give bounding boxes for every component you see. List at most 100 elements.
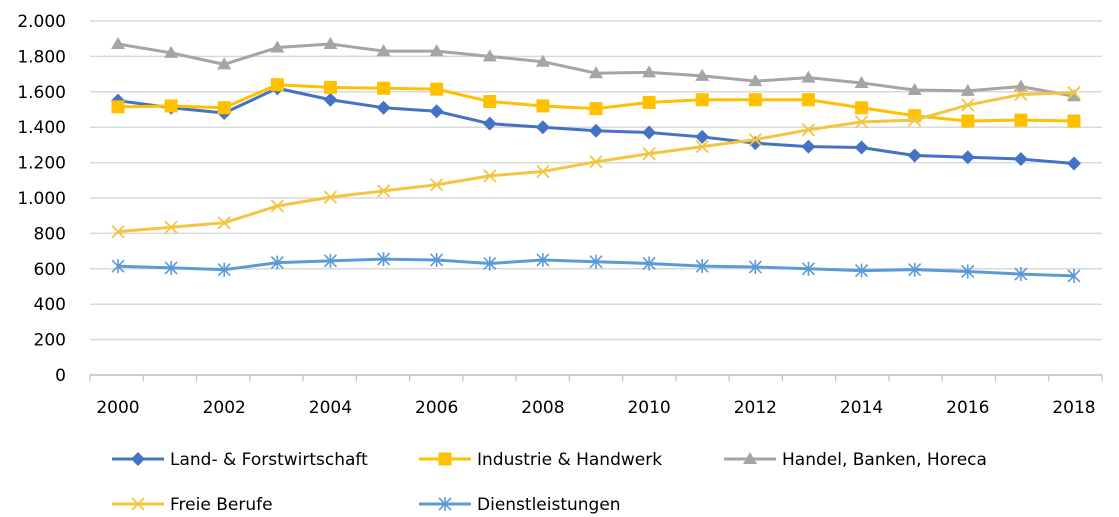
data-point (908, 262, 922, 277)
data-point (642, 65, 657, 78)
data-point (589, 123, 603, 138)
data-point (535, 54, 550, 67)
legend-label: Dienstleistungen (477, 495, 621, 515)
legend-marker (743, 452, 757, 464)
data-point (642, 256, 656, 271)
y-tick-label: 2.000 (17, 12, 66, 32)
legend-label: Freie Berufe (170, 495, 273, 515)
data-point (217, 101, 231, 115)
data-point (535, 120, 550, 135)
data-point (695, 259, 709, 274)
data-point (1014, 267, 1028, 282)
data-point (164, 99, 178, 113)
data-point (854, 75, 869, 88)
data-point (854, 263, 869, 278)
data-point (323, 37, 338, 50)
data-point (217, 57, 232, 70)
legend-marker (438, 452, 452, 466)
data-point (270, 199, 284, 213)
data-point (270, 255, 284, 270)
data-point (377, 81, 391, 95)
legend-item: Dienstleistungen (419, 495, 621, 515)
data-point (801, 93, 815, 107)
data-point (430, 178, 444, 192)
x-tick-label: 2018 (1052, 398, 1095, 418)
data-point (908, 113, 922, 127)
x-tick-label: 2000 (96, 398, 139, 418)
data-point (536, 252, 550, 267)
data-point (323, 92, 338, 107)
data-point (1067, 114, 1081, 128)
data-point (483, 95, 497, 109)
data-point (1067, 86, 1081, 100)
data-point (642, 95, 656, 109)
data-point (695, 129, 710, 144)
data-point (642, 125, 657, 140)
data-point (217, 262, 231, 277)
y-tick-label: 1.000 (17, 189, 66, 209)
legend-item: Industrie & Handwerk (419, 450, 662, 470)
data-point (589, 66, 603, 79)
legend-label: Land- & Forstwirtschaft (170, 450, 368, 470)
y-tick-label: 600 (34, 260, 66, 280)
data-point (1067, 89, 1081, 102)
data-point (164, 260, 178, 275)
data-point (376, 44, 391, 57)
series-industrie-handwerk (111, 78, 1081, 128)
x-tick-label: 2006 (415, 398, 458, 418)
data-point (483, 256, 497, 271)
x-tick-label: 2012 (734, 398, 777, 418)
data-point (801, 261, 816, 276)
data-point (430, 82, 444, 96)
data-point (1013, 79, 1028, 92)
data-point (961, 98, 975, 112)
data-point (111, 224, 125, 239)
data-point (748, 260, 762, 275)
data-point (323, 253, 338, 268)
data-point (482, 49, 497, 62)
data-point (536, 99, 550, 113)
data-point (854, 140, 869, 155)
data-point (1067, 268, 1081, 283)
data-point (961, 114, 975, 128)
data-point (801, 123, 816, 137)
data-point (589, 155, 603, 169)
data-point (270, 78, 284, 92)
data-point (695, 140, 709, 154)
data-point (589, 102, 603, 116)
data-point (111, 37, 125, 50)
data-point (430, 252, 444, 267)
data-point (907, 83, 922, 96)
data-point (1014, 87, 1028, 102)
data-point (483, 169, 497, 183)
data-point (164, 220, 178, 234)
legend-item: Handel, Banken, Horeca (724, 450, 987, 470)
data-point (854, 115, 869, 129)
data-point (642, 147, 656, 161)
data-point (270, 40, 285, 53)
data-point (536, 164, 550, 179)
x-tick-label: 2002 (203, 398, 246, 418)
data-point (376, 184, 391, 198)
series-handel-banken-horeca (111, 37, 1081, 102)
data-point (801, 139, 816, 154)
data-point (960, 150, 975, 165)
data-point (1013, 152, 1028, 167)
data-point (111, 259, 125, 274)
data-point (164, 45, 179, 58)
data-point (376, 252, 391, 267)
legend-label: Handel, Banken, Horeca (782, 450, 987, 470)
legend-marker (131, 452, 145, 466)
data-point (801, 70, 816, 83)
series-group (111, 37, 1081, 283)
y-tick-label: 1.800 (17, 47, 66, 67)
legend-label: Industrie & Handwerk (477, 450, 662, 470)
legend-marker (438, 497, 452, 511)
x-tick-label: 2010 (627, 398, 670, 418)
data-point (748, 93, 762, 107)
data-point (323, 190, 338, 204)
legend-item: Land- & Forstwirtschaft (112, 450, 368, 470)
y-tick-label: 1.400 (17, 118, 66, 138)
